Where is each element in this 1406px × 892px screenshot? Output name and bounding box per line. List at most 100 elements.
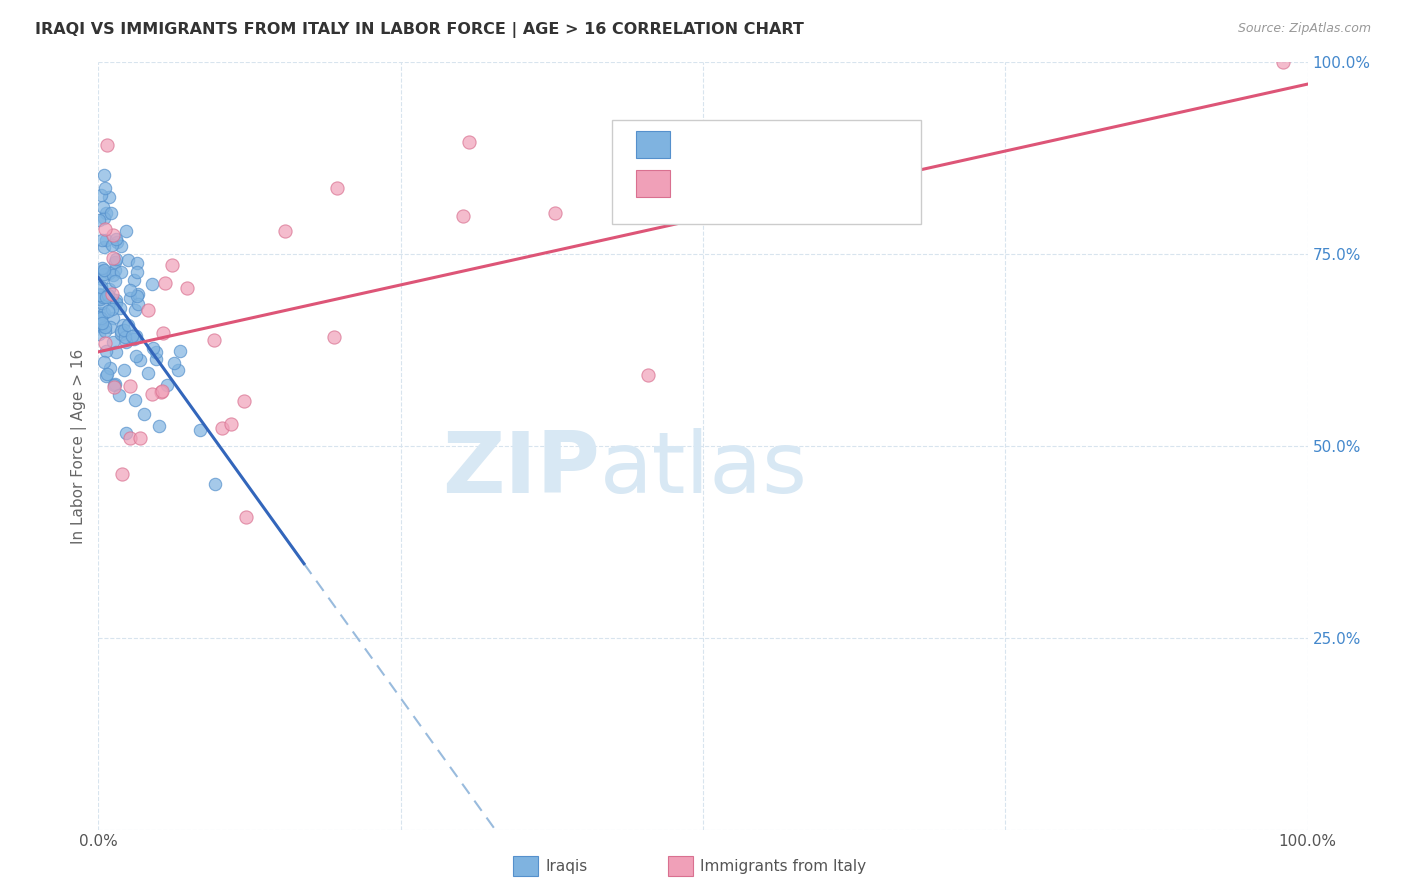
Point <box>273 224 295 238</box>
Point <box>110 324 132 338</box>
Point <box>89 317 111 331</box>
Text: -0.403: -0.403 <box>727 137 782 152</box>
Point <box>124 393 146 408</box>
Point <box>100 205 122 219</box>
Point <box>323 329 346 343</box>
Point <box>93 211 115 225</box>
Point <box>132 407 155 421</box>
Point <box>94 324 117 338</box>
Point <box>204 477 226 491</box>
Point <box>124 303 146 318</box>
Point <box>104 263 127 277</box>
Point <box>89 310 111 324</box>
Point <box>101 251 124 265</box>
Text: N =: N = <box>803 137 832 152</box>
Point <box>117 253 139 268</box>
Point <box>93 200 115 214</box>
Point <box>96 343 118 358</box>
Text: ZIP: ZIP <box>443 427 600 510</box>
Point <box>93 168 115 182</box>
Point <box>1272 55 1295 70</box>
Point <box>110 265 132 279</box>
Point <box>98 319 121 334</box>
Y-axis label: In Labor Force | Age > 16: In Labor Force | Age > 16 <box>72 349 87 543</box>
Point <box>152 326 174 340</box>
Point <box>91 260 114 275</box>
Point <box>90 310 112 325</box>
Point <box>127 286 149 301</box>
Point <box>121 329 143 343</box>
Point <box>114 335 136 350</box>
Point <box>233 394 256 409</box>
Point <box>89 292 111 306</box>
Point <box>89 306 111 320</box>
Text: R =: R = <box>682 177 710 192</box>
Point <box>98 190 121 204</box>
Point <box>153 276 176 290</box>
Point <box>169 343 191 358</box>
Point <box>136 303 159 318</box>
Point <box>125 329 148 343</box>
Point <box>97 282 120 296</box>
Point <box>94 233 117 247</box>
Point <box>148 419 170 434</box>
Point <box>129 432 152 446</box>
Text: Immigrants from Italy: Immigrants from Italy <box>700 859 866 873</box>
Point <box>544 206 567 220</box>
Point <box>326 181 349 195</box>
Point <box>127 297 149 311</box>
Point <box>94 181 117 195</box>
Text: 105: 105 <box>839 137 872 152</box>
FancyBboxPatch shape <box>637 169 671 196</box>
Point <box>111 318 134 332</box>
Point <box>149 384 172 399</box>
Point <box>97 304 120 318</box>
Point <box>93 263 115 277</box>
Point <box>104 376 127 391</box>
Point <box>162 356 184 370</box>
Point <box>101 335 124 350</box>
Point <box>129 353 152 368</box>
Point <box>118 431 141 445</box>
Point <box>103 227 125 242</box>
Text: IRAQI VS IMMIGRANTS FROM ITALY IN LABOR FORCE | AGE > 16 CORRELATION CHART: IRAQI VS IMMIGRANTS FROM ITALY IN LABOR … <box>35 22 804 38</box>
Point <box>90 263 112 277</box>
Point <box>93 354 115 368</box>
Point <box>111 467 134 481</box>
Point <box>101 302 124 317</box>
Point <box>219 417 242 431</box>
Text: 32: 32 <box>839 177 866 192</box>
Point <box>100 286 122 301</box>
Point <box>98 361 121 376</box>
Point <box>114 330 136 344</box>
Point <box>94 222 117 236</box>
Point <box>93 240 115 254</box>
Point <box>166 363 188 377</box>
Point <box>87 287 110 301</box>
Text: R =: R = <box>682 137 710 152</box>
Point <box>94 368 117 383</box>
Point <box>110 239 132 253</box>
Point <box>141 277 163 292</box>
Point <box>103 311 125 326</box>
Point <box>108 388 131 402</box>
Point <box>112 323 135 337</box>
Point <box>176 280 198 294</box>
Text: 0.259: 0.259 <box>727 177 780 192</box>
Point <box>94 206 117 220</box>
Text: atlas: atlas <box>600 427 808 510</box>
Text: Source: ZipAtlas.com: Source: ZipAtlas.com <box>1237 22 1371 36</box>
Point <box>90 280 112 294</box>
Point <box>94 336 117 351</box>
Point <box>156 378 179 392</box>
Point <box>120 292 142 306</box>
Point <box>93 290 115 304</box>
Point <box>104 295 127 310</box>
Point <box>115 224 138 238</box>
Point <box>145 345 167 359</box>
Point <box>87 291 110 305</box>
Point <box>103 378 125 392</box>
Point <box>120 283 142 297</box>
Point <box>94 320 117 334</box>
Point <box>93 306 115 320</box>
